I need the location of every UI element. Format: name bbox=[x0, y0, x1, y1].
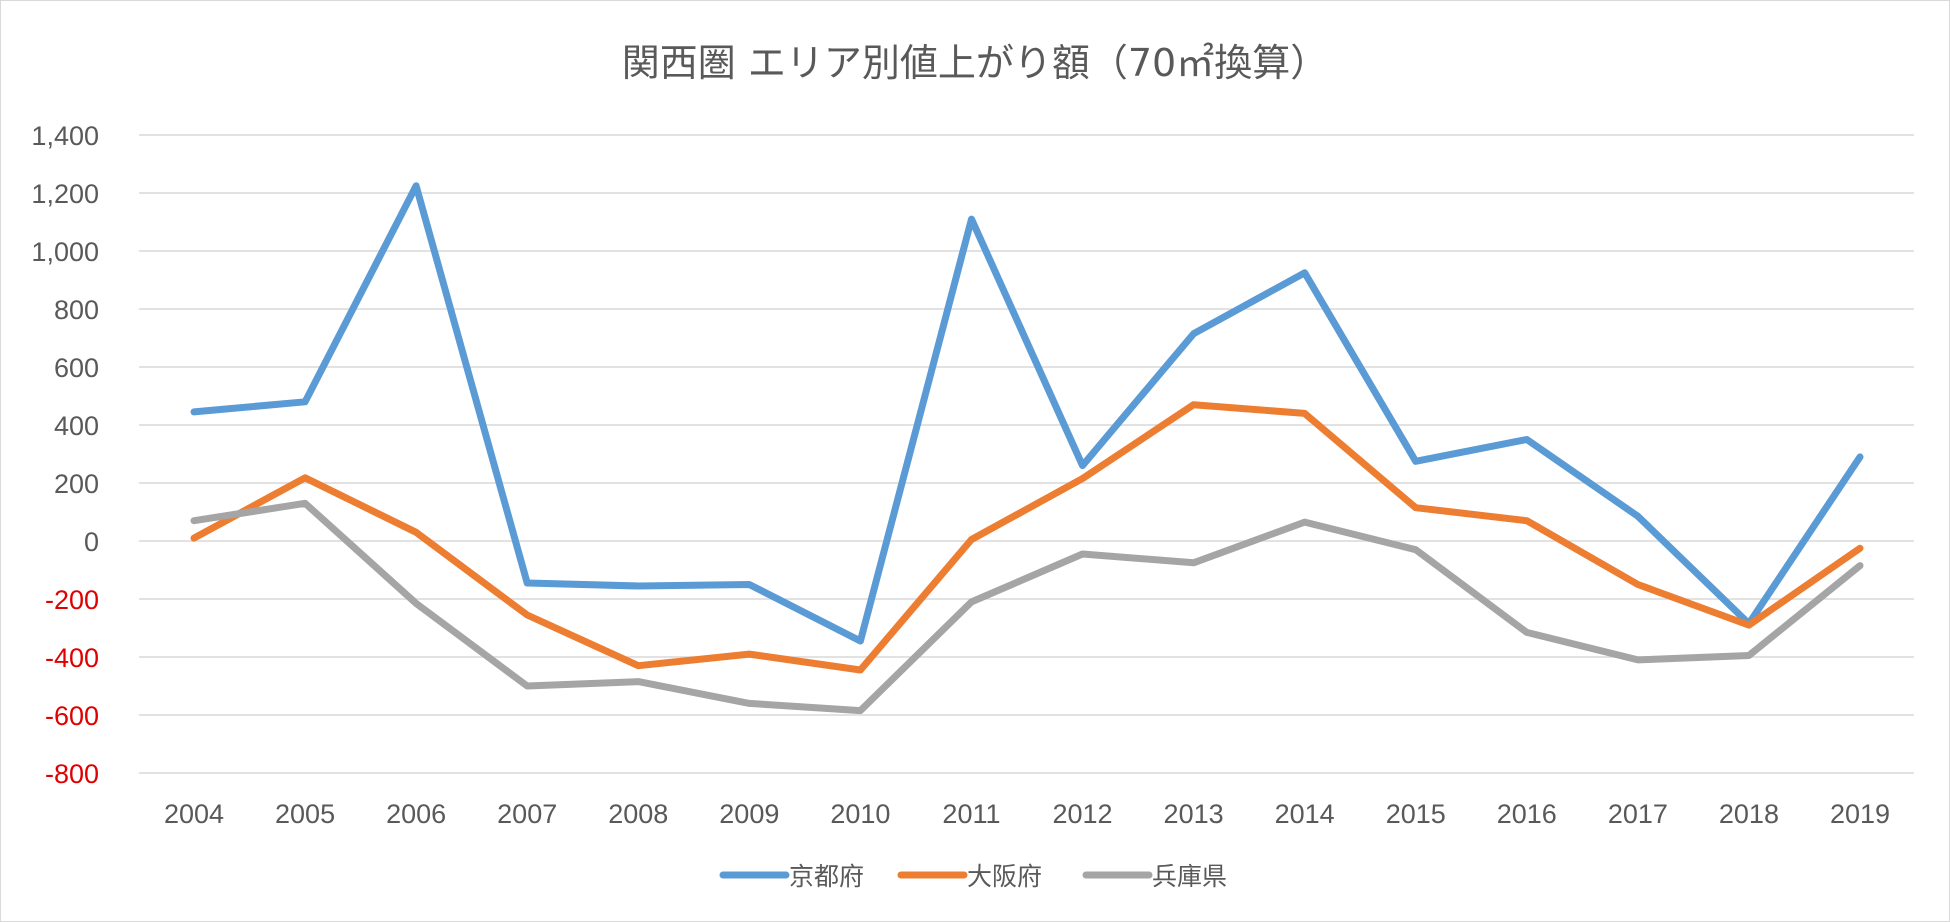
y-tick-label: 400 bbox=[54, 411, 99, 441]
x-tick-label: 2006 bbox=[386, 799, 446, 829]
series-line-兵庫県 bbox=[190, 499, 1864, 715]
x-tick-label: 2010 bbox=[830, 799, 890, 829]
series-lines bbox=[190, 182, 1864, 715]
series-line-京都府 bbox=[190, 182, 1864, 645]
y-tick-label: 800 bbox=[54, 295, 99, 325]
gridlines bbox=[139, 134, 1914, 774]
y-axis-ticks: 1,400 1,200 1,000 800 600 400 200 0 -200 -400 -600… bbox=[31, 121, 99, 789]
x-tick-label: 2008 bbox=[608, 799, 668, 829]
x-tick-label: 2013 bbox=[1164, 799, 1224, 829]
x-tick-label: 2015 bbox=[1386, 799, 1446, 829]
x-tick-label: 2017 bbox=[1608, 799, 1668, 829]
y-tick-label: 1,200 bbox=[31, 179, 99, 209]
x-tick-label: 2011 bbox=[942, 799, 1000, 829]
y-tick-label: 600 bbox=[54, 353, 99, 383]
y-tick-label: -200 bbox=[45, 585, 99, 615]
y-tick-label: 1,000 bbox=[31, 237, 99, 267]
x-tick-label: 2018 bbox=[1719, 799, 1779, 829]
x-tick-label: 2004 bbox=[164, 799, 224, 829]
x-tick-label: 2014 bbox=[1275, 799, 1335, 829]
y-tick-label: -600 bbox=[45, 701, 99, 731]
y-tick-label: 1,400 bbox=[31, 121, 99, 151]
legend-label: 京都府 bbox=[789, 862, 864, 891]
legend-label: 兵庫県 bbox=[1152, 862, 1227, 891]
x-tick-label: 2007 bbox=[497, 799, 557, 829]
x-tick-label: 2005 bbox=[275, 799, 335, 829]
legend: 京都府 大阪府 兵庫県 bbox=[719, 862, 1227, 891]
y-tick-label: 200 bbox=[54, 469, 99, 499]
x-tick-label: 2019 bbox=[1830, 799, 1890, 829]
x-tick-label: 2009 bbox=[719, 799, 779, 829]
legend-label: 大阪府 bbox=[967, 862, 1042, 891]
chart-title: 関西圏 エリア別値上がり額（70㎡換算） bbox=[622, 41, 1328, 85]
y-tick-label: -800 bbox=[45, 759, 99, 789]
x-axis-ticks: 2004 2005 2006 2007 2008 2009 2010 2011 2012 2013… bbox=[164, 799, 1890, 829]
x-tick-label: 2016 bbox=[1497, 799, 1557, 829]
series-line-大阪府 bbox=[190, 401, 1864, 674]
x-tick-label: 2012 bbox=[1052, 799, 1112, 829]
y-tick-label: 0 bbox=[84, 527, 99, 557]
y-tick-label: -400 bbox=[45, 643, 99, 673]
